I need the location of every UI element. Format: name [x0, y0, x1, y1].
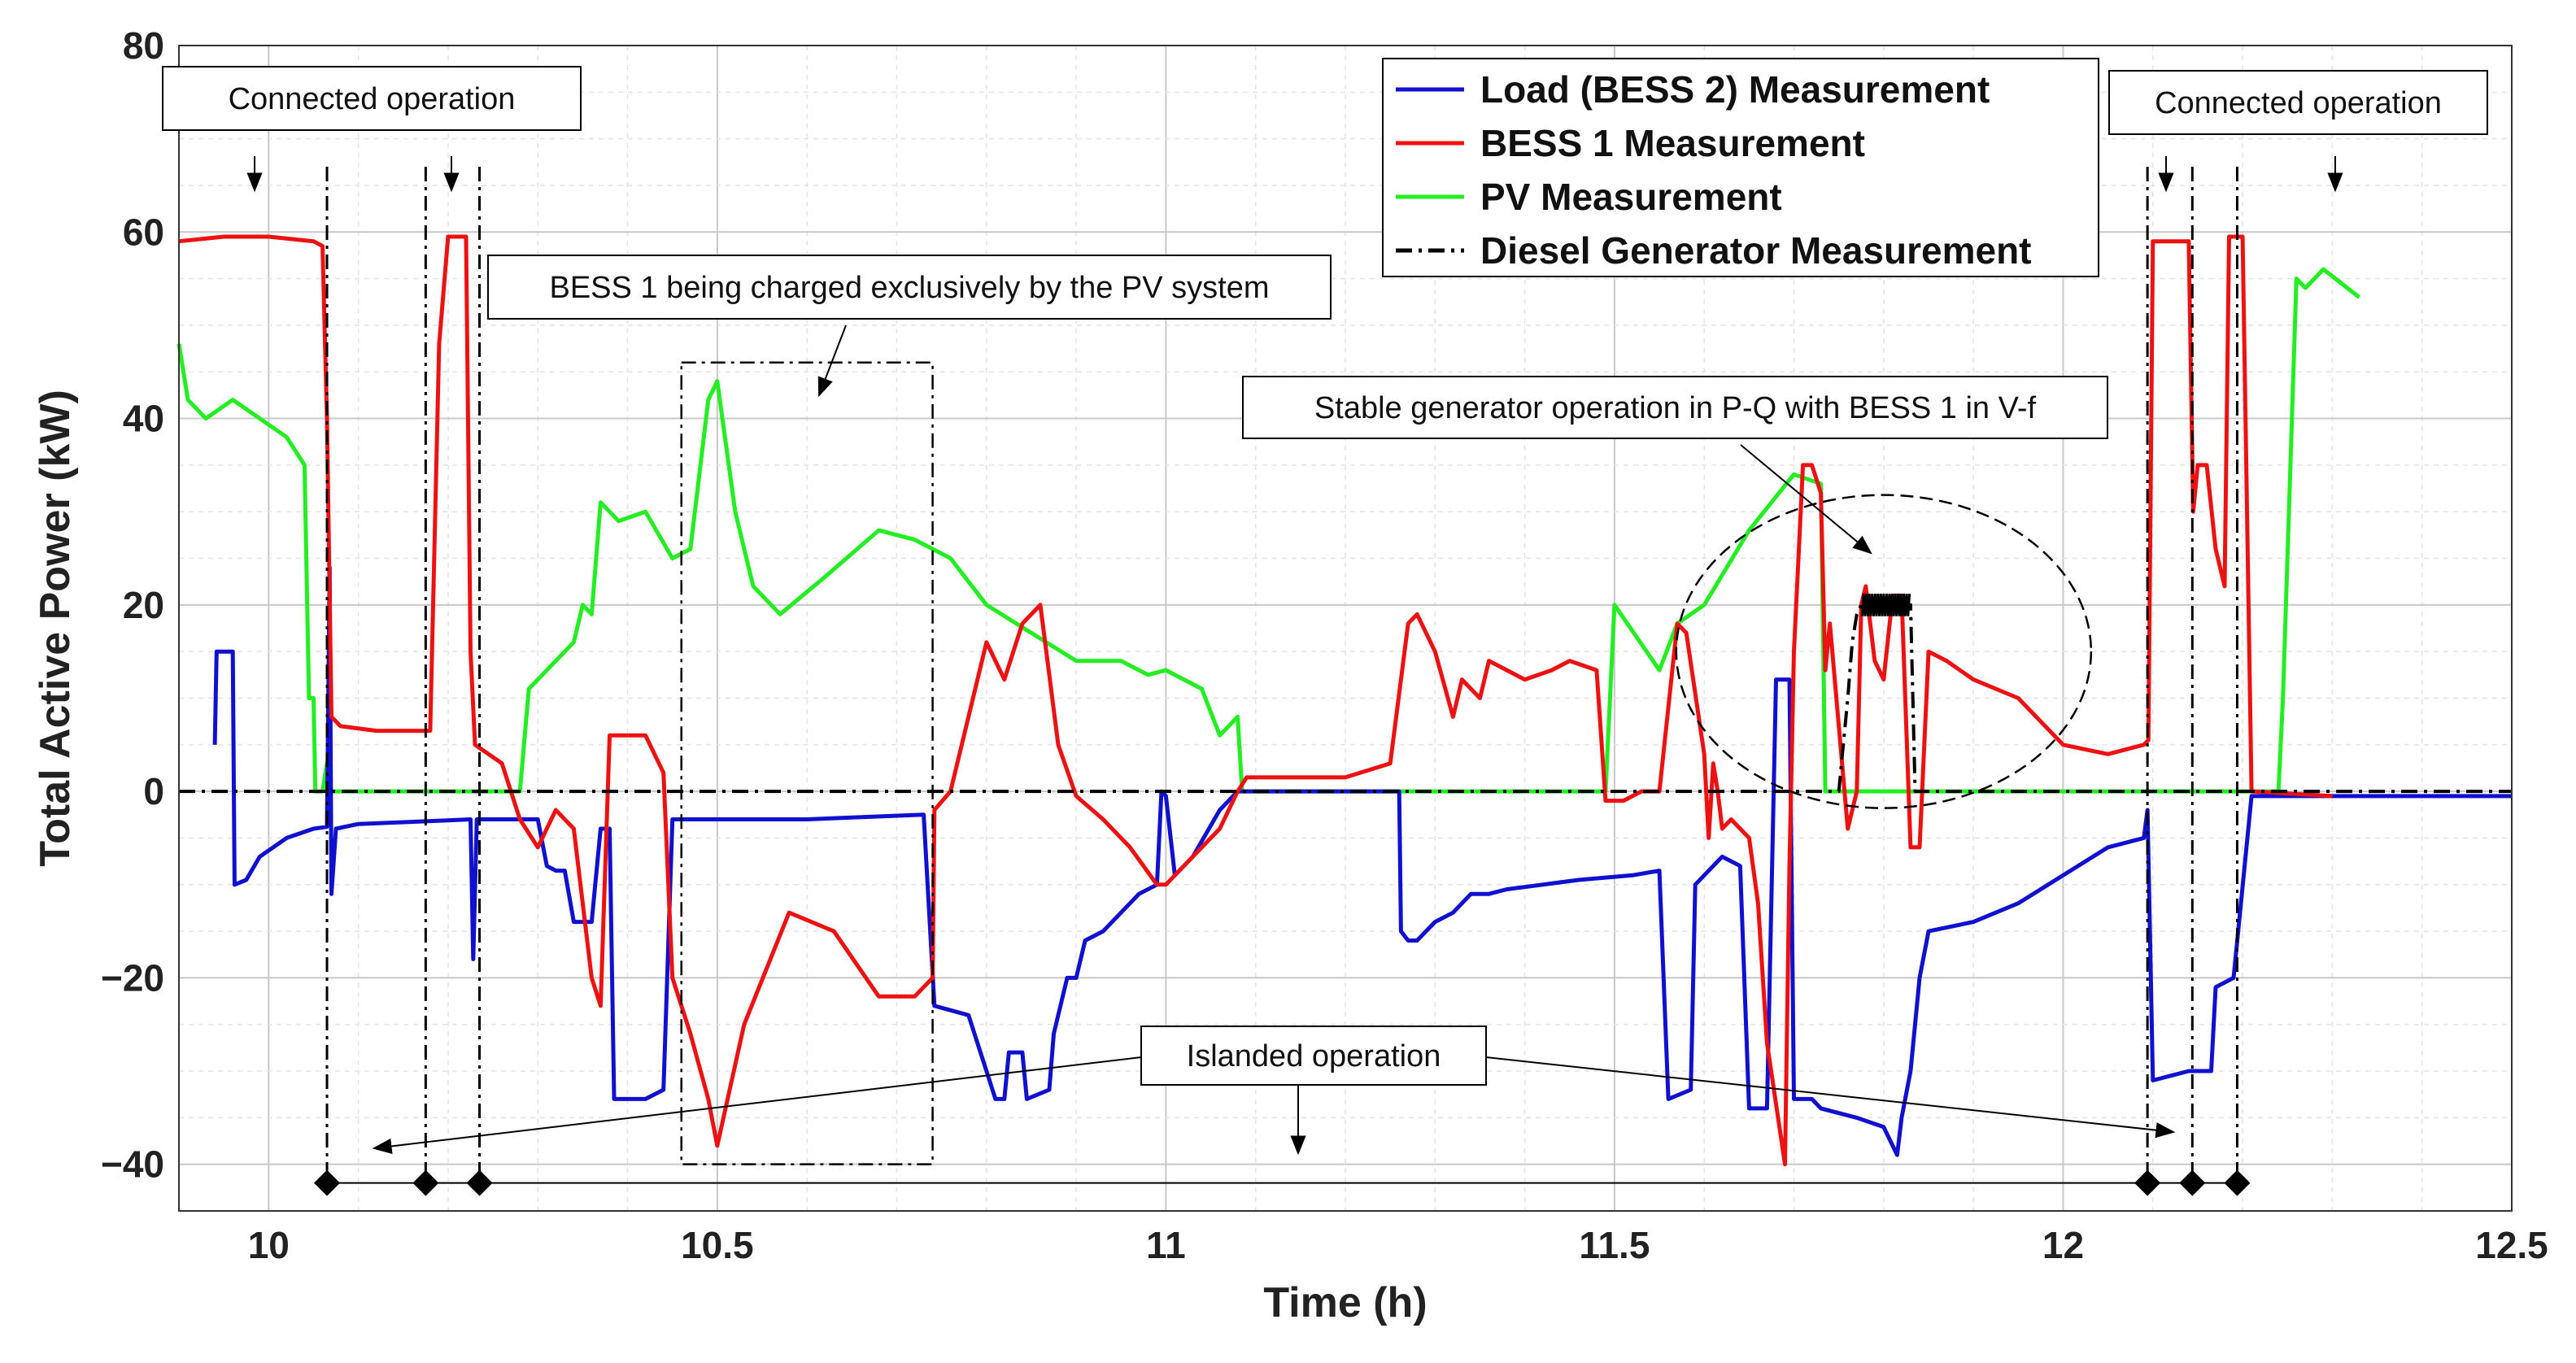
- y-tick-label: −20: [101, 956, 164, 999]
- event-diamond-marker: [466, 1169, 493, 1196]
- islanded-operation-note-label: Islanded operation: [1187, 1039, 1441, 1073]
- legend-label-3: Diesel Generator Measurement: [1480, 229, 2032, 272]
- y-tick-label: 60: [123, 211, 164, 253]
- connected-operation-left-box: [162, 66, 582, 131]
- stable-generator-arrow: [1740, 444, 1872, 555]
- plot-frame: [178, 45, 2513, 1212]
- connected-operation-right-label: Connected operation: [2155, 86, 2442, 120]
- stable-generator-note-label: Stable generator operation in P-Q with B…: [1314, 391, 2037, 425]
- islanded-arrow-right: [1485, 1056, 2176, 1139]
- x-tick-label: 12: [2042, 1224, 2084, 1266]
- y-tick-label: 0: [143, 770, 164, 812]
- x-tick-label: 11: [1146, 1224, 1186, 1266]
- bess-charging-arrow: [817, 324, 847, 398]
- event-diamond-marker: [2179, 1169, 2206, 1196]
- event-markers: [314, 167, 2251, 1196]
- islanded-operation-note-box: [1140, 1026, 1487, 1086]
- series-group: [177, 234, 2512, 1167]
- y-tick-label: −40: [101, 1143, 164, 1186]
- y-axis-title: Total Active Power (kW): [32, 390, 79, 867]
- connected-operation-right-box: [2108, 70, 2488, 135]
- x-tick-label: 12.5: [2475, 1224, 2548, 1266]
- bess-charging-note-label: BESS 1 being charged exclusively by the …: [549, 271, 1269, 305]
- stable-generator-highlight: [1675, 494, 2093, 809]
- y-tick-label: 40: [123, 398, 164, 440]
- legend: Load (BESS 2) Measurement BESS 1 Measurem…: [1382, 58, 2099, 277]
- event-diamond-marker: [2224, 1169, 2251, 1196]
- bess-charging-note-box: [487, 255, 1332, 320]
- legend-label-1: BESS 1 Measurement: [1480, 122, 1865, 164]
- series-line-0: [212, 565, 2512, 1157]
- y-tick-label: 80: [123, 24, 164, 67]
- x-tick-label: 10: [248, 1224, 290, 1266]
- event-diamond-marker: [412, 1169, 439, 1196]
- stable-generator-note-box: [1242, 376, 2108, 439]
- event-diamond-marker: [2134, 1169, 2161, 1196]
- event-diamond-marker: [314, 1169, 341, 1196]
- annotations: Connected operation Connected operation BE…: [162, 66, 2488, 1165]
- islanded-arrow-left: [372, 1056, 1142, 1154]
- x-tick-label: 11.5: [1579, 1224, 1650, 1266]
- connected-operation-left-label: Connected operation: [229, 82, 516, 116]
- legend-frame: [1382, 58, 2099, 277]
- tick-labels: 10 10.5 11 11.5 12 12.5 −40 −20 0 20 40 60 80: [101, 24, 2548, 1266]
- x-tick-label: 10.5: [681, 1224, 754, 1266]
- legend-label-2: PV Measurement: [1480, 176, 1782, 218]
- series-line-1: [178, 234, 2333, 1167]
- series-line-3: [179, 603, 2512, 794]
- x-axis-title: Time (h): [1263, 1279, 1427, 1326]
- y-tick-label: 20: [123, 584, 164, 626]
- legend-label-0: Load (BESS 2) Measurement: [1480, 68, 1990, 111]
- diesel-jitter-line: [1860, 594, 1911, 616]
- bess-charging-highlight: [680, 361, 934, 1165]
